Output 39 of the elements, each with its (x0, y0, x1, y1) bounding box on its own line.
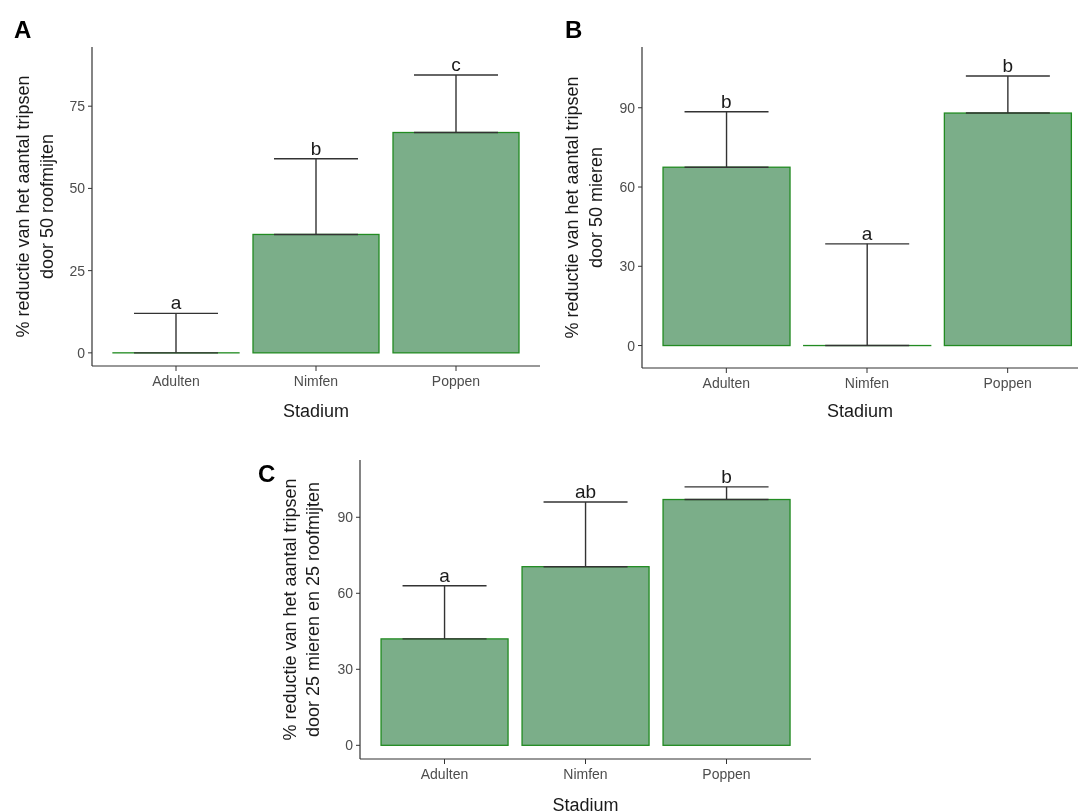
annotation: a (170, 292, 182, 314)
y-axis-title: % reductie van het aantal tripsen door 50 mieren (562, 76, 606, 339)
y-tick-label: 75 (69, 98, 86, 115)
y-axis-title: % reductie van het aantal tripsen door 25 mieren en 25 roofmijten (280, 478, 323, 741)
y-tick-label: 90 (619, 99, 636, 116)
y-axis-title: % reductie van het aantal tripsen door 50 roofmijten (13, 75, 57, 338)
x-tick-label: Nimfen (844, 374, 890, 391)
y-tick-label: 50 (69, 180, 86, 197)
y-tick-label: 30 (619, 258, 636, 275)
x-tick-label: Adulten (702, 374, 751, 391)
chart-title: A (14, 16, 32, 43)
x-tick-label: Poppen (702, 765, 751, 782)
y-tick-label: 25 (69, 262, 86, 279)
y-tick-label: 60 (619, 178, 636, 195)
y-tick-label: 90 (337, 509, 354, 526)
y-tick-label: 0 (345, 737, 354, 754)
annotation: b (721, 90, 732, 112)
x-axis-title: Stadium (552, 795, 619, 812)
chart-title: B (565, 16, 583, 43)
x-tick-label: Poppen (983, 374, 1032, 391)
annotation: c (451, 53, 461, 75)
y-tick-label: 30 (337, 661, 354, 678)
y-tick-label: 60 (337, 585, 354, 602)
x-axis-title: Stadium (282, 401, 350, 421)
y-tick-label: 0 (627, 337, 636, 354)
annotation: b (721, 465, 732, 487)
x-tick-label: Nimfen (563, 765, 608, 782)
annotation: a (439, 564, 451, 586)
x-tick-label: Nimfen (293, 372, 339, 389)
annotation: b (1002, 55, 1013, 77)
x-axis-title: Stadium (826, 401, 894, 421)
y-tick-label: 0 (77, 344, 86, 361)
annotation: a (861, 222, 873, 244)
chart-title: C (258, 460, 276, 487)
x-tick-label: Poppen (431, 372, 481, 389)
annotation: b (310, 137, 322, 159)
x-tick-label: Adulten (152, 372, 200, 389)
x-tick-label: Adulten (420, 765, 469, 782)
annotation: ab (574, 481, 597, 503)
